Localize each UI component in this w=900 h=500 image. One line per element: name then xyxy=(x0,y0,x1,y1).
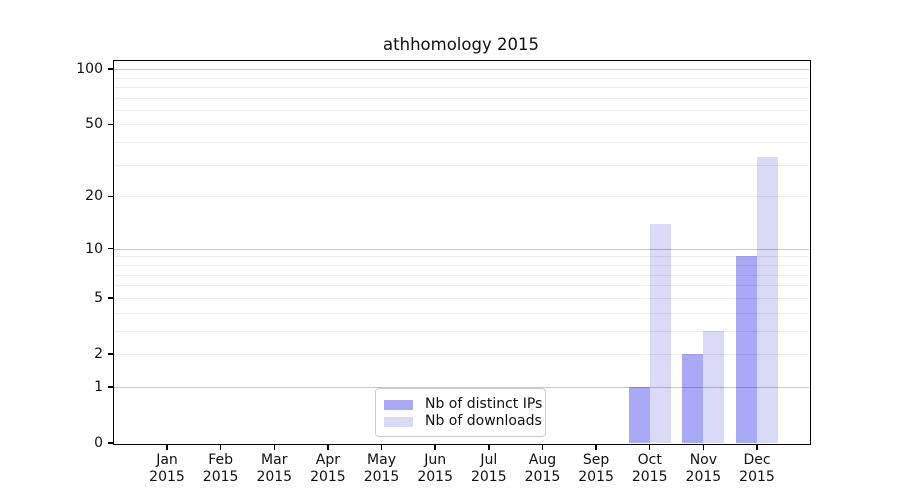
x-axis-tickmark xyxy=(595,444,597,450)
y-axis-tick-label: 100 xyxy=(76,61,103,78)
y-axis-tick-label: 20 xyxy=(85,188,103,205)
x-axis-tick-label: Sep 2015 xyxy=(578,452,614,485)
bar-distinct-ips xyxy=(736,256,757,443)
x-axis-tickmark xyxy=(756,444,758,450)
y-axis-tickmark xyxy=(108,297,113,299)
legend: Nb of distinct IPs Nb of downloads xyxy=(375,388,546,437)
x-axis-tickmark xyxy=(648,444,651,450)
gridline-minor xyxy=(113,109,809,111)
gridline-major xyxy=(113,69,809,71)
x-axis-tick-label: Jan 2015 xyxy=(149,452,185,485)
x-axis-tick-label: Jul 2015 xyxy=(470,452,507,485)
x-axis-tick-label: Feb 2015 xyxy=(202,452,239,485)
gridline-minor xyxy=(113,274,809,276)
x-axis-tick-label: Jun 2015 xyxy=(417,452,453,485)
x-axis-tickmark xyxy=(702,444,705,450)
x-axis-tick-label: Mar 2015 xyxy=(256,452,293,485)
x-axis-tick-label: Dec 2015 xyxy=(739,452,775,485)
y-axis-tick-label: 0 xyxy=(94,435,103,451)
y-axis-tickmark xyxy=(108,68,113,70)
bar-downloads xyxy=(649,223,671,443)
gridline-minor xyxy=(113,285,809,287)
y-axis-tickmark xyxy=(108,123,113,126)
x-axis-tickmark xyxy=(380,444,383,450)
y-axis-tick-label: 50 xyxy=(85,116,103,133)
legend-swatch-distinct-ips xyxy=(384,399,413,410)
gridline-minor xyxy=(113,97,809,99)
x-axis-tickmark xyxy=(273,444,276,450)
y-axis-tickmark xyxy=(108,442,113,444)
x-axis-tickmark xyxy=(488,444,490,450)
legend-label-downloads: Nb of downloads xyxy=(425,413,542,429)
x-axis-tickmark xyxy=(166,444,168,450)
y-axis-tick-label: 5 xyxy=(94,289,103,306)
legend-item-downloads: Nb of downloads xyxy=(384,413,542,430)
x-axis-tick-label: May 2015 xyxy=(363,452,400,485)
gridline-minor xyxy=(113,256,809,258)
y-axis-tickmark xyxy=(108,247,113,250)
x-axis-tickmark xyxy=(434,444,436,450)
legend-label-distinct-ips: Nb of distinct IPs xyxy=(425,396,543,412)
gridline-minor xyxy=(113,142,809,144)
gridline-minor xyxy=(113,77,809,79)
y-axis-tickmark xyxy=(108,386,113,388)
y-axis-tick-label: 2 xyxy=(94,345,103,362)
gridline-minor xyxy=(113,86,809,88)
gridline-minor xyxy=(113,297,809,299)
legend-swatch-downloads xyxy=(384,416,413,427)
legend-item-distinct-ips: Nb of distinct IPs xyxy=(384,396,543,413)
gridline-minor xyxy=(113,330,809,332)
bar-downloads xyxy=(757,157,778,443)
gridline-major xyxy=(113,248,809,250)
bar-downloads xyxy=(703,330,725,443)
chart-title: athhomology 2015 xyxy=(383,35,539,54)
gridline-minor xyxy=(113,124,809,126)
gridline-minor xyxy=(113,264,809,266)
gridline-minor xyxy=(113,196,809,198)
gridline-major xyxy=(113,386,809,388)
x-axis-tick-label: Nov 2015 xyxy=(685,452,722,485)
x-axis-tickmark xyxy=(219,444,222,450)
x-axis-tick-label: Apr 2015 xyxy=(310,452,346,485)
y-axis-tick-label: 10 xyxy=(85,240,103,257)
y-axis-tickmark xyxy=(108,195,113,198)
x-axis-tick-label: Aug 2015 xyxy=(524,452,561,485)
gridline-minor xyxy=(113,164,809,166)
gridline-minor xyxy=(113,353,809,355)
x-axis-tickmark xyxy=(541,444,544,450)
x-axis-tickmark xyxy=(327,444,329,450)
gridline-minor xyxy=(113,312,809,314)
bar-distinct-ips xyxy=(682,353,704,443)
bar-distinct-ips xyxy=(628,386,650,443)
x-axis-tick-label: Oct 2015 xyxy=(631,452,668,485)
y-axis-tick-label: 1 xyxy=(94,378,103,395)
y-axis-tickmark xyxy=(108,353,113,355)
